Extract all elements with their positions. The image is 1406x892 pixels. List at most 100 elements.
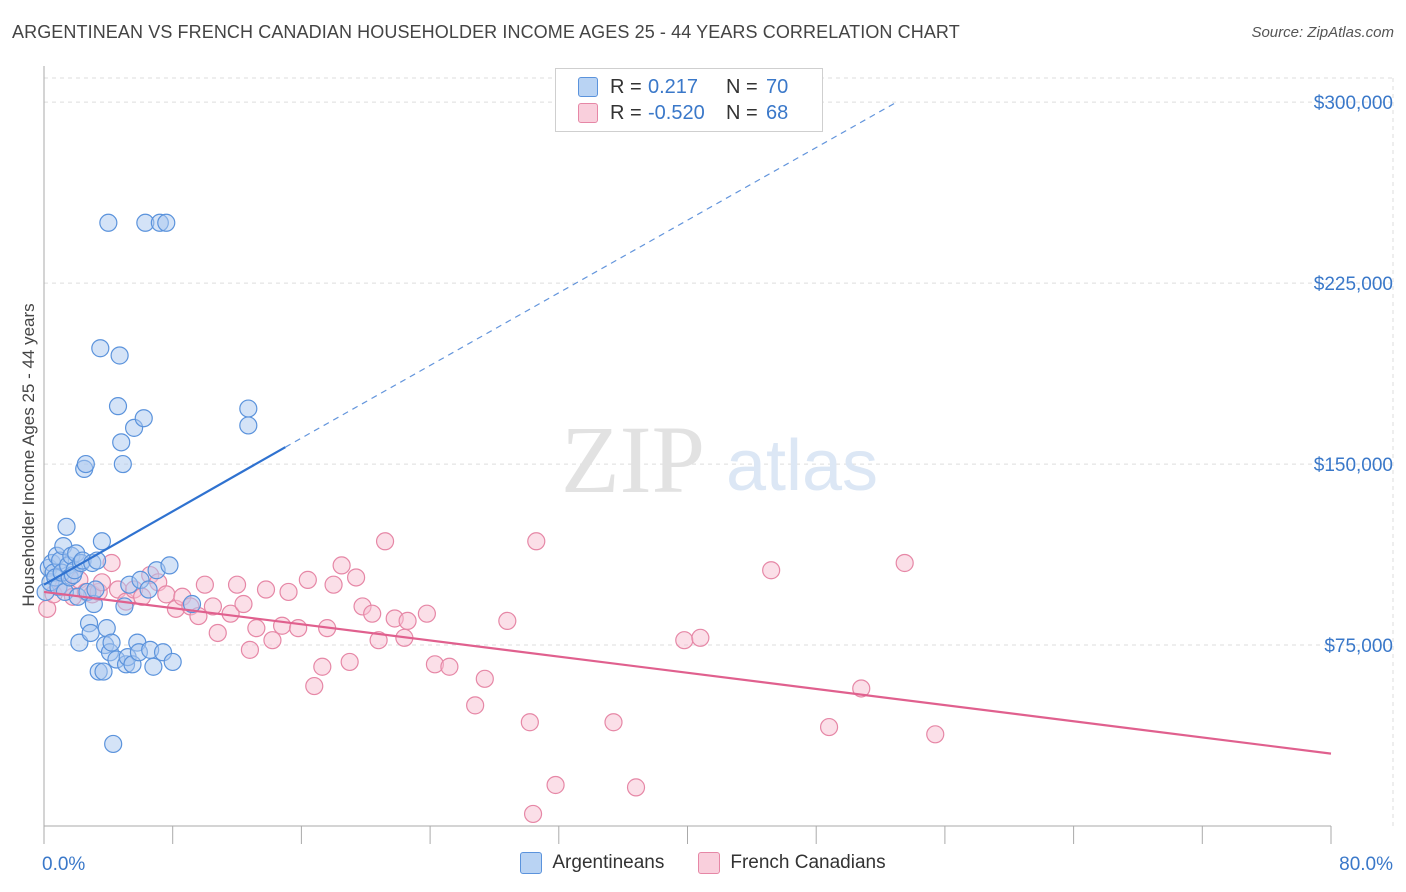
legend-swatch-pink — [698, 852, 721, 874]
watermark-atlas: atlas — [726, 426, 878, 506]
legend-label-argentineans: Argentineans — [552, 852, 665, 873]
french-canadian-point — [247, 619, 266, 638]
y-axis-tick-labels: $75,000 $150,000 $225,000 $300,000 — [1314, 93, 1393, 657]
french-canadian-point — [762, 561, 781, 580]
french-canadian-point — [234, 594, 253, 614]
y-axis-label: Householder Income Ages 25 - 44 years — [19, 303, 38, 606]
french-canadian-point — [157, 585, 176, 604]
french-canadian-point — [240, 640, 260, 659]
argentineans-trend-extension — [285, 101, 897, 448]
french-canadian-point — [279, 582, 298, 602]
legend-n-value: 70 — [766, 75, 789, 98]
argentinean-point — [239, 399, 258, 418]
y-tick-label: $150,000 — [1314, 455, 1393, 476]
x-axis-tick-labels: 0.0% 80.0% — [42, 854, 1393, 875]
french-canadian-point — [332, 556, 351, 575]
argentinean-point — [163, 652, 182, 672]
argentinean-point — [113, 454, 132, 474]
french-canadians-trend-line — [43, 590, 1332, 755]
french-canadian-point — [227, 575, 247, 594]
legend-item-argentineans[interactable]: Argentineans — [520, 852, 664, 874]
french-canadian-point — [498, 611, 517, 631]
argentinean-point — [91, 339, 110, 358]
french-canadian-point — [363, 604, 382, 623]
legend-r-value: -0.520 — [648, 101, 705, 124]
french-canadian-point — [375, 532, 395, 551]
french-canadian-point — [626, 778, 646, 797]
french-canadian-point — [895, 553, 914, 573]
legend-item-french-canadians[interactable]: French Canadians — [698, 852, 886, 874]
french-canadian-point — [546, 775, 565, 795]
french-canadian-point — [440, 657, 459, 676]
french-canadian-point — [340, 652, 359, 672]
legend-n-label: N = — [726, 75, 758, 98]
french-canadian-point — [263, 631, 282, 650]
argentinean-point — [99, 213, 118, 232]
french-canadian-point — [298, 570, 317, 589]
french-canadian-point — [926, 725, 945, 744]
french-canadian-point — [691, 628, 710, 647]
legend-r-value: 0.217 — [648, 75, 699, 98]
french-canadian-point — [195, 575, 214, 594]
french-canadian-point — [346, 568, 366, 587]
series-legend: Argentineans French Canadians — [0, 852, 1406, 874]
legend-r-label: R = — [610, 101, 642, 124]
french-canadian-point — [523, 804, 543, 824]
argentinean-point — [182, 594, 202, 614]
legend-row-argentineans: R = 0.217 N = 70 — [578, 75, 788, 99]
argentinean-point — [160, 556, 179, 575]
legend-n-label: N = — [726, 101, 758, 124]
axes — [43, 66, 1332, 844]
french-canadian-point — [819, 717, 839, 737]
source-label: Source: ZipAtlas.com — [1251, 24, 1394, 41]
argentinean-point — [104, 734, 123, 754]
correlation-legend: R = 0.217 N = 70 R = -0.520 N = 68 — [555, 68, 823, 132]
y-tick-label: $300,000 — [1314, 93, 1393, 114]
french-canadians-points — [38, 532, 945, 824]
y-tick-label: $75,000 — [1324, 636, 1393, 657]
french-canadian-point — [256, 580, 276, 599]
legend-swatch-pink — [578, 103, 598, 123]
french-canadian-point — [369, 631, 388, 650]
legend-r-label: R = — [610, 75, 642, 98]
argentineans-trend-line — [43, 446, 286, 586]
french-canadian-point — [475, 669, 494, 688]
watermark-zip: ZIP — [561, 406, 705, 513]
y-tick-label: $225,000 — [1314, 274, 1393, 295]
french-canadian-point — [305, 676, 324, 696]
french-canadian-point — [604, 713, 623, 732]
argentinean-point — [92, 532, 112, 551]
trend-lines — [43, 101, 1332, 755]
x-tick-label-min: 0.0% — [42, 854, 85, 875]
french-canadian-point — [466, 696, 485, 715]
gridlines — [44, 77, 1395, 826]
argentinean-point — [108, 397, 128, 416]
legend-n-value: 68 — [766, 101, 789, 124]
chart-title: ARGENTINEAN VS FRENCH CANADIAN HOUSEHOLD… — [12, 22, 960, 42]
argentinean-point — [76, 454, 95, 474]
legend-swatch-blue — [578, 77, 598, 97]
french-canadian-point — [203, 597, 223, 616]
argentinean-point — [110, 346, 129, 365]
argentinean-point — [144, 657, 163, 676]
legend-label-french-canadians: French Canadians — [730, 852, 886, 873]
french-canadian-point — [208, 623, 227, 643]
french-canadian-point — [398, 611, 417, 631]
french-canadian-point — [417, 604, 436, 623]
argentinean-point — [112, 433, 131, 452]
argentinean-point — [157, 213, 176, 232]
argentinean-point — [102, 633, 121, 652]
x-tick-label-max: 80.0% — [1339, 854, 1393, 875]
french-canadian-point — [527, 532, 546, 551]
french-canadian-point — [324, 575, 343, 594]
legend-row-french-canadians: R = -0.520 N = 68 — [578, 101, 788, 125]
argentinean-point — [94, 662, 113, 681]
french-canadian-point — [852, 679, 871, 698]
legend-swatch-blue — [520, 852, 543, 874]
argentinean-point — [134, 409, 153, 428]
argentinean-point — [139, 580, 158, 599]
french-canadian-point — [520, 713, 539, 732]
argentinean-point — [57, 517, 76, 536]
watermark: ZIP atlas — [561, 406, 878, 513]
